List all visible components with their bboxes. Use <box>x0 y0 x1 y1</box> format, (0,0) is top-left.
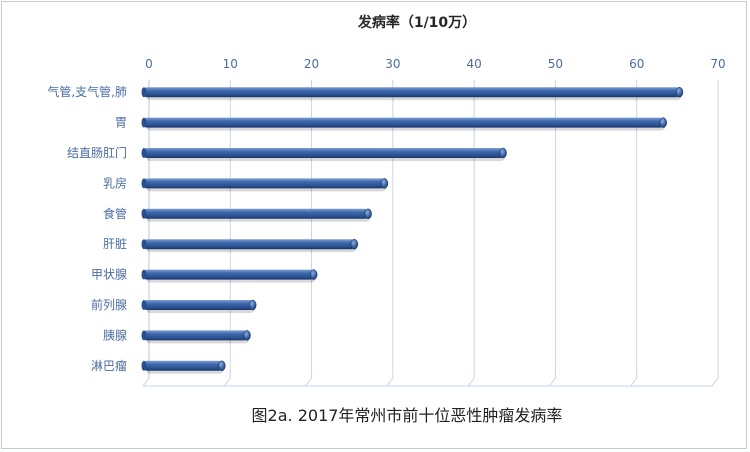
bar-4 <box>141 178 389 192</box>
bar-end-cap <box>350 238 359 250</box>
category-label-3: 结直肠肛门 <box>67 145 127 160</box>
bar-1 <box>141 86 684 101</box>
bar-body <box>144 117 664 128</box>
x-tick-label-20: 20 <box>304 57 319 71</box>
bar-end-cap <box>659 117 667 128</box>
bar-end-cap <box>243 330 251 341</box>
bar-5 <box>141 208 372 222</box>
x-tick-label-50: 50 <box>548 57 563 71</box>
grid-line-70 <box>711 80 719 387</box>
grid-line-40 <box>467 80 475 387</box>
bar-body <box>144 330 247 341</box>
category-label-2: 胃 <box>115 116 127 130</box>
bar-body <box>144 148 504 158</box>
bar-3 <box>141 147 507 161</box>
bar-start-cap <box>141 239 147 250</box>
bar-end-cap <box>364 208 372 220</box>
bar-start-cap <box>141 269 147 280</box>
category-label-4: 乳房 <box>103 175 127 190</box>
x-tick-label-10: 10 <box>223 57 238 71</box>
grid-line-60 <box>630 80 638 387</box>
bar-10 <box>141 360 226 374</box>
bar-9 <box>141 330 251 344</box>
x-tick-label-30: 30 <box>385 57 400 71</box>
bar-8 <box>141 299 257 313</box>
bar-end-cap <box>675 86 684 98</box>
bar-start-cap <box>141 330 147 341</box>
bar-end-cap <box>309 269 318 280</box>
bars <box>141 86 684 374</box>
category-label-8: 前列腺 <box>91 297 127 312</box>
bar-end-cap <box>380 178 389 189</box>
category-label-1: 气管,支气管,肺 <box>47 84 127 99</box>
category-label-5: 食管 <box>103 206 127 221</box>
category-label-6: 肝脏 <box>103 236 127 251</box>
bar-end-cap <box>218 360 226 372</box>
bar-body <box>144 360 222 371</box>
category-label-9: 胰腺 <box>103 328 127 342</box>
bar-start-cap <box>141 300 147 310</box>
bar-start-cap <box>141 208 147 219</box>
bar-start-cap <box>141 178 147 189</box>
bar-6 <box>141 238 359 253</box>
grid-line-30 <box>386 80 394 387</box>
bar-start-cap <box>141 117 147 128</box>
bar-body <box>144 208 369 219</box>
bar-end-cap <box>248 299 257 311</box>
bar-body <box>144 178 385 189</box>
bar-start-cap <box>141 148 147 158</box>
bar-body <box>144 239 355 250</box>
bar-body <box>144 300 253 310</box>
bar-start-cap <box>141 360 147 371</box>
bar-end-cap <box>499 147 507 159</box>
chart-caption: 图2a. 2017年常州市前十位恶性肿瘤发病率 <box>252 406 563 425</box>
bar-start-cap <box>141 87 147 98</box>
grid-line-50 <box>549 80 556 387</box>
category-label-7: 甲状腺 <box>91 268 127 282</box>
x-tick-label-40: 40 <box>467 57 482 71</box>
bar-7 <box>141 269 318 283</box>
x-tick-label-0: 0 <box>145 57 153 71</box>
x-tick-label-60: 60 <box>629 57 644 71</box>
bar-body <box>144 269 314 280</box>
bar-body <box>144 87 680 98</box>
category-label-10: 淋巴瘤 <box>91 358 127 373</box>
x-tick-labels: 0 10 20 30 40 50 60 70 <box>145 57 725 71</box>
x-axis-title: 发病率（1/10万） <box>357 14 476 31</box>
x-tick-label-70: 70 <box>710 57 725 71</box>
bar-2 <box>141 117 667 131</box>
